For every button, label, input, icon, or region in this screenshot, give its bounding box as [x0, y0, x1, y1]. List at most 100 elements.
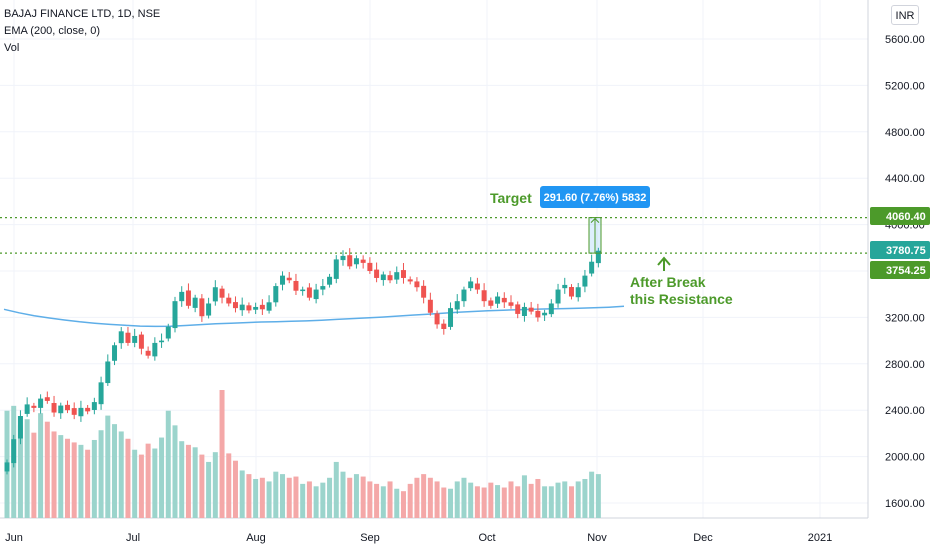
ema-indicator-label[interactable]: EMA (200, close, 0): [4, 25, 100, 37]
volume-bar: [31, 432, 37, 518]
candle: [71, 408, 77, 415]
volume-bar: [542, 486, 548, 518]
volume-bar: [51, 431, 57, 518]
candle: [448, 308, 454, 327]
candle: [38, 398, 44, 408]
volume-bar: [515, 486, 521, 518]
candle: [468, 281, 474, 289]
candle: [192, 297, 198, 308]
candle: [199, 298, 205, 317]
candle: [145, 350, 151, 356]
candle: [474, 283, 480, 290]
candle: [300, 289, 306, 292]
volume-bar: [71, 442, 77, 518]
currency-button[interactable]: INR: [891, 5, 919, 25]
breakout-annotation-line2: this Resistance: [630, 291, 733, 307]
volume-bar: [219, 390, 225, 518]
volume-bar: [374, 483, 380, 518]
price-axis-label: 4800.00: [885, 127, 925, 139]
measure-arrow-head: [590, 217, 600, 223]
volume-bar: [468, 482, 474, 518]
time-axis-label: Jul: [126, 532, 140, 544]
volume-bar: [44, 421, 50, 518]
volume-bar: [360, 476, 366, 518]
measure-label: 291.60 (7.76%) 5832: [544, 192, 647, 204]
volume-bar: [434, 481, 440, 518]
volume-bar: [347, 477, 353, 518]
candle: [414, 281, 420, 288]
candle: [165, 326, 171, 339]
time-axis-label: Aug: [246, 532, 266, 544]
volume-bar: [333, 461, 339, 518]
candle: [320, 286, 326, 290]
candle: [394, 272, 400, 280]
candle: [206, 303, 212, 316]
volume-bar: [206, 461, 212, 518]
candle: [515, 304, 521, 314]
volume-bar: [132, 449, 138, 518]
volume-bar: [165, 410, 171, 518]
volume-bar: [306, 481, 312, 518]
volume-bar: [145, 443, 151, 518]
price-tag-label: 3754.25: [886, 265, 926, 277]
volume-bar: [582, 478, 588, 518]
volume-indicator-label[interactable]: Vol: [4, 42, 20, 54]
candle: [535, 310, 541, 318]
candle: [568, 287, 574, 297]
volume-bar: [266, 481, 272, 518]
candle: [172, 301, 178, 329]
candle: [4, 462, 10, 472]
candle: [91, 402, 97, 410]
candle: [501, 297, 507, 303]
price-axis-label: 2800.00: [885, 359, 925, 371]
candle: [44, 397, 50, 401]
candle: [293, 280, 299, 291]
candle: [266, 302, 272, 311]
candle: [105, 361, 111, 384]
breakout-annotation-line1: After Break: [630, 274, 706, 290]
volume-bar: [454, 481, 460, 518]
volume-bar: [138, 454, 144, 518]
volume-bar: [427, 477, 433, 518]
volume-bar: [575, 481, 581, 518]
candle: [286, 277, 292, 281]
price-tag-label: 4060.40: [886, 211, 926, 223]
candle: [589, 261, 595, 274]
volume-bar: [407, 483, 413, 518]
candle: [239, 304, 245, 311]
volume-bar: [414, 477, 420, 518]
candle: [555, 289, 561, 304]
candle: [138, 334, 144, 349]
volume-bar: [212, 452, 218, 518]
volume-bar: [259, 477, 265, 518]
candle: [347, 255, 353, 267]
candle: [159, 340, 165, 343]
volume-bar: [568, 486, 574, 518]
volume-bar: [64, 438, 70, 518]
candle: [400, 270, 406, 278]
volume-bar: [528, 483, 534, 518]
volume-bar: [488, 482, 494, 518]
candle: [273, 286, 279, 303]
candle: [542, 312, 548, 316]
volume-bar: [481, 487, 487, 518]
volume-bar: [595, 474, 601, 518]
candle: [340, 255, 346, 261]
volume-bar: [280, 474, 286, 518]
volume-bar: [199, 454, 205, 518]
volume-bar: [246, 474, 252, 518]
volume-bar: [495, 485, 501, 518]
candle: [582, 275, 588, 287]
candle: [454, 301, 460, 310]
candle: [441, 323, 447, 329]
ema-line: [3, 305, 625, 328]
candle: [575, 287, 581, 298]
volume-bar: [192, 447, 198, 518]
volume-bar: [562, 481, 568, 518]
candle: [58, 405, 64, 414]
volume-bar: [474, 486, 480, 518]
target-annotation: Target: [490, 190, 532, 206]
volume-bar: [118, 431, 124, 518]
price-axis-label: 1600.00: [885, 498, 925, 510]
